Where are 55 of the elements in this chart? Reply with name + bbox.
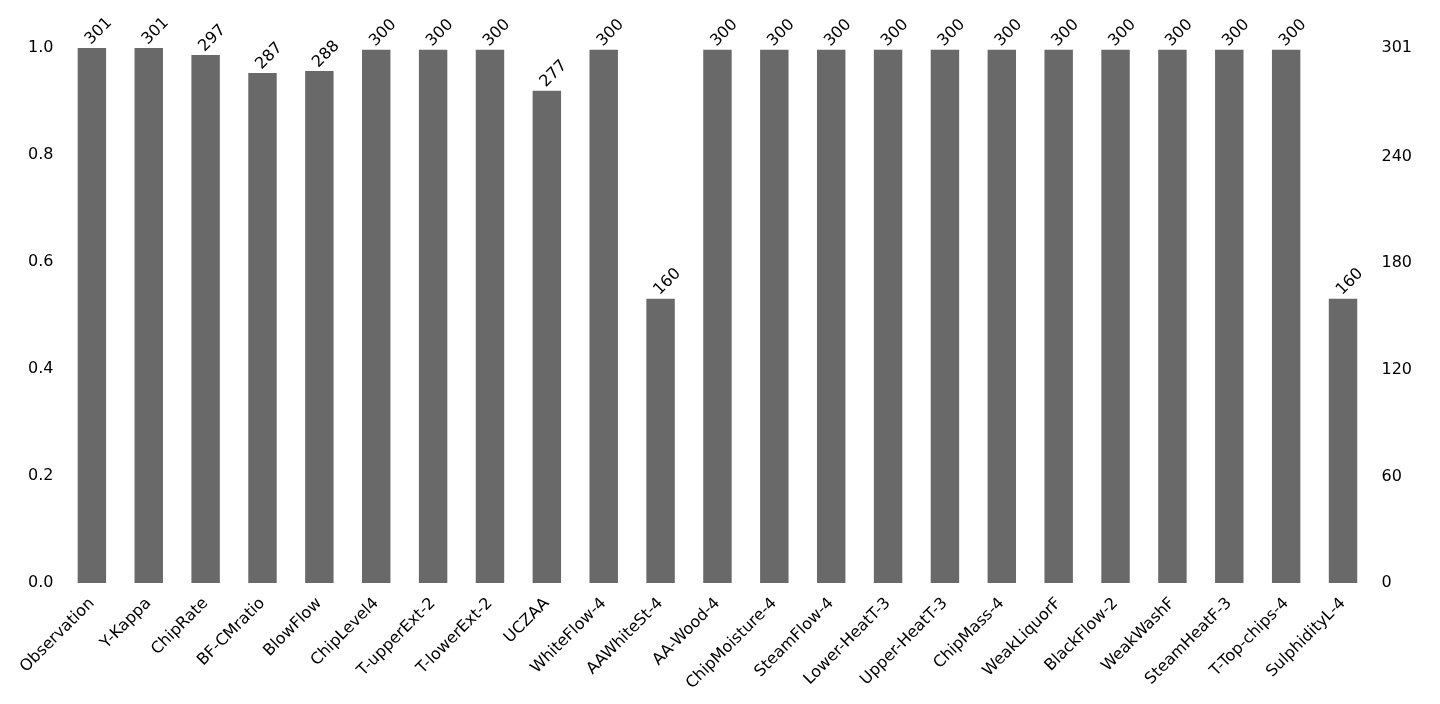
bar — [646, 298, 675, 584]
data-label: 300 — [933, 14, 969, 50]
y2-tick-label: 180 — [1381, 252, 1413, 272]
data-label: 300 — [990, 14, 1026, 50]
y-tick-label: 0.2 — [27, 465, 54, 485]
y2-tick-label: 60 — [1381, 465, 1402, 485]
y2-tick-label: 0 — [1381, 572, 1392, 592]
data-label: 300 — [1047, 14, 1083, 50]
bar — [475, 49, 505, 584]
bar — [248, 72, 277, 584]
data-label: 300 — [1274, 14, 1310, 50]
data-label: 288 — [307, 35, 343, 71]
y-tick-label: 0.8 — [27, 144, 54, 164]
bar — [1044, 49, 1073, 584]
bar — [1215, 49, 1244, 584]
data-label: 300 — [364, 14, 400, 50]
data-label: 301 — [80, 12, 116, 48]
bar — [532, 90, 562, 584]
data-label: 300 — [1103, 14, 1139, 50]
bar — [134, 48, 163, 584]
bar — [760, 49, 789, 584]
bar — [418, 49, 448, 584]
bar — [703, 49, 732, 584]
data-label: 300 — [1160, 14, 1196, 50]
bar — [305, 71, 334, 584]
bar — [1271, 49, 1301, 584]
bar — [1101, 49, 1130, 584]
bar — [191, 55, 220, 584]
bar — [816, 49, 846, 584]
data-label: 300 — [478, 14, 514, 50]
data-label: 300 — [876, 14, 912, 50]
bar — [873, 49, 903, 584]
bar — [77, 48, 107, 584]
bar — [987, 49, 1017, 584]
bar — [589, 49, 618, 584]
data-label: 300 — [819, 14, 855, 50]
y2-tick-label: 240 — [1381, 145, 1413, 165]
y2-tick-label: 301 — [1381, 37, 1413, 57]
y-tick-label: 1.0 — [27, 37, 54, 57]
bar — [362, 49, 391, 584]
bar — [1328, 298, 1358, 584]
data-label: 300 — [1217, 14, 1253, 50]
y-tick-label: 0.4 — [27, 358, 54, 378]
data-label: 160 — [648, 263, 684, 299]
y-tick-label: 0.6 — [27, 251, 54, 271]
data-label: 301 — [137, 12, 173, 48]
y2-tick-label: 120 — [1381, 358, 1413, 378]
bar — [930, 49, 960, 584]
data-label: 300 — [592, 14, 628, 50]
data-label: 300 — [705, 14, 741, 50]
bar — [1158, 49, 1187, 584]
data-label: 300 — [421, 14, 457, 50]
data-label: 160 — [1331, 263, 1367, 299]
data-label: 300 — [762, 14, 798, 50]
y-tick-label: 0.0 — [27, 572, 54, 592]
